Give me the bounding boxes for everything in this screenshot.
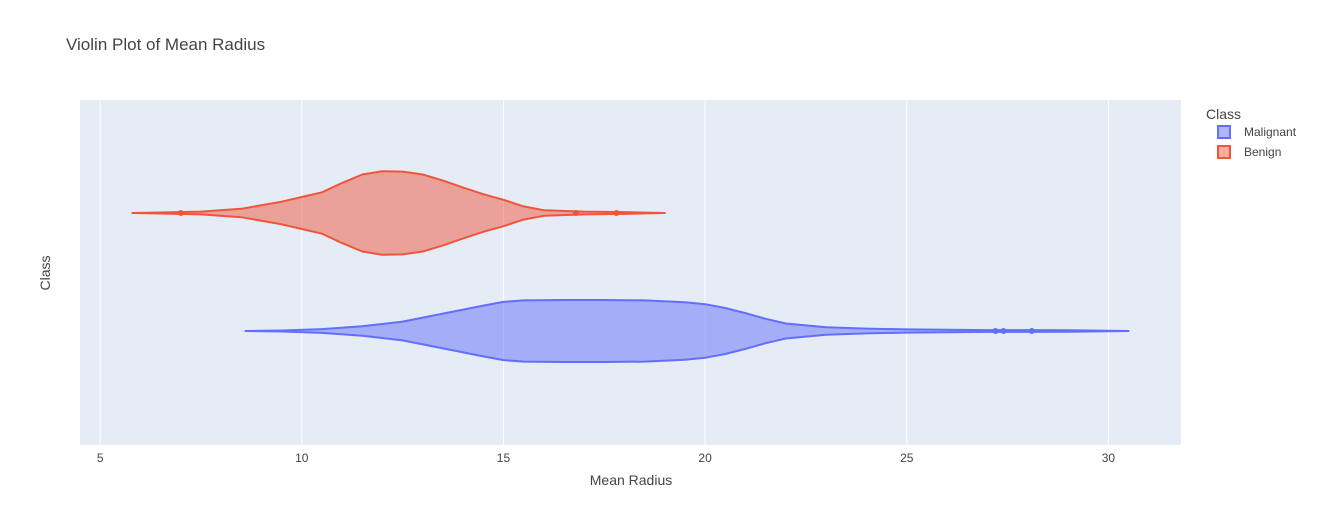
x-tick-label: 5 <box>97 451 104 465</box>
outlier-point <box>573 210 580 216</box>
legend: Class Malignant Benign <box>1206 106 1297 159</box>
violins <box>131 170 1130 363</box>
legend-swatch-malignant <box>1217 125 1231 139</box>
legend-swatch-benign <box>1217 145 1231 159</box>
outlier-point <box>1028 328 1035 334</box>
x-tick-label: 20 <box>698 451 712 465</box>
outlier-point <box>1000 328 1007 334</box>
x-tick-labels: 5 10 15 20 25 30 <box>97 451 1116 465</box>
violin-malignant <box>244 299 1130 363</box>
chart-title: Violin Plot of Mean Radius <box>66 35 265 54</box>
violin-benign <box>131 170 666 256</box>
outlier-point <box>992 328 999 334</box>
x-tick-label: 10 <box>295 451 309 465</box>
x-gridlines <box>99 100 1109 445</box>
legend-label-malignant: Malignant <box>1244 125 1297 139</box>
x-tick-label: 25 <box>900 451 914 465</box>
y-axis-title: Class <box>37 255 53 290</box>
outlier-point <box>177 210 184 216</box>
plot-area <box>80 100 1181 445</box>
x-tick-label: 15 <box>497 451 511 465</box>
outlier-point <box>613 210 620 216</box>
legend-label-benign: Benign <box>1244 145 1281 159</box>
legend-title: Class <box>1206 106 1241 122</box>
x-tick-label: 30 <box>1102 451 1116 465</box>
x-axis-title: Mean Radius <box>590 472 673 488</box>
